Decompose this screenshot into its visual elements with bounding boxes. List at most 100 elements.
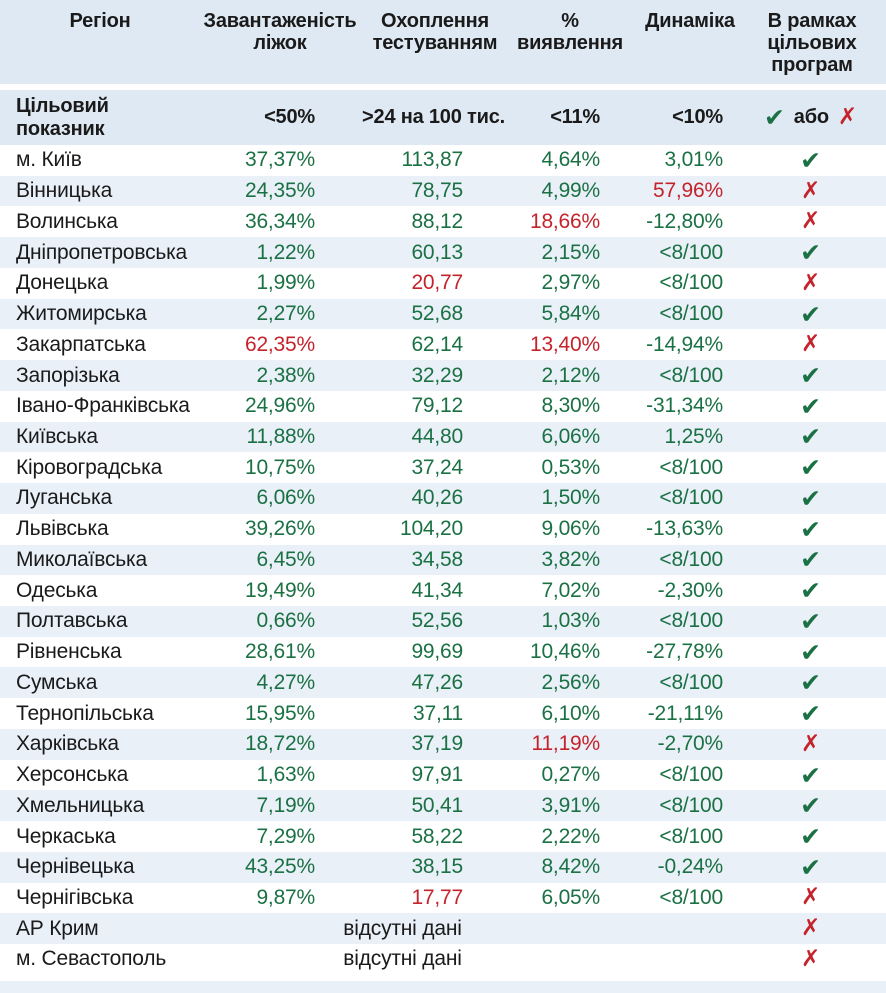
- table-row: Житомирська 2,27% 52,68 5,84% <8/100 ✔: [0, 298, 886, 330]
- detection-value: 2,15%: [541, 240, 600, 264]
- table-row: Хмельницька 7,19% 50,41 3,91% <8/100 ✔: [0, 790, 886, 822]
- region-name: Рівненська: [16, 640, 122, 664]
- status-cell: ✔: [735, 237, 886, 268]
- beds-value: 15,95%: [244, 701, 315, 725]
- beds-value: 9,87%: [256, 885, 315, 909]
- beds-value: 37,37%: [244, 148, 315, 172]
- dynamics-value: <8/100: [659, 363, 723, 387]
- check-icon: ✔: [800, 606, 821, 636]
- table-row: Сумська 4,27% 47,26 2,56% <8/100 ✔: [0, 667, 886, 699]
- beds-value: 11,88%: [246, 424, 316, 448]
- status-cell: ✔: [735, 514, 886, 545]
- beds-value: 7,29%: [256, 824, 315, 848]
- testing-value: 50,41: [411, 793, 463, 817]
- beds-value: 24,96%: [244, 394, 315, 418]
- testing-value: 113,87: [401, 148, 464, 172]
- testing-value: 32,29: [411, 363, 463, 387]
- or-label: або: [793, 106, 829, 128]
- check-icon: ✔: [800, 637, 821, 667]
- region-name: Черкаська: [16, 824, 116, 848]
- column-header-region: Регіон: [69, 10, 131, 32]
- table-row: Івано-Франківська 24,96% 79,12 8,30% -31,34%…: [0, 391, 886, 422]
- testing-value: 62,14: [411, 332, 463, 356]
- beds-value: 36,34%: [244, 209, 315, 233]
- region-name: Херсонська: [16, 763, 129, 787]
- detection-value: 18,66%: [529, 209, 600, 233]
- detection-value: 3,91%: [541, 793, 600, 817]
- table-row: Волинська 36,34% 88,12 18,66% -12,80% ✗: [0, 206, 886, 237]
- region-name: Вінницька: [16, 179, 113, 203]
- beds-value: 1,22%: [256, 240, 315, 264]
- table-row: Луганська 6,06% 40,26 1,50% <8/100 ✔: [0, 483, 886, 514]
- check-icon: ✔: [800, 422, 821, 452]
- status-cell: ✗: [735, 729, 886, 760]
- cross-icon: ✗: [800, 730, 821, 757]
- region-name: Житомирська: [16, 302, 147, 326]
- testing-value: 99,69: [411, 640, 463, 664]
- beds-value: 19,49%: [244, 578, 315, 602]
- cross-icon: ✗: [800, 331, 821, 358]
- status-cell: ✔: [735, 637, 886, 668]
- testing-value: 20,77: [411, 271, 463, 295]
- beds-value: 28,61%: [244, 640, 315, 664]
- dynamics-value: -27,78%: [646, 640, 723, 664]
- dynamics-value: <8/100: [659, 271, 723, 295]
- beds-value: 1,99%: [256, 271, 315, 295]
- dynamics-value: <8/100: [659, 824, 723, 848]
- check-icon: ✔: [800, 699, 821, 729]
- status-cell: ✔: [735, 852, 886, 883]
- region-name: Львівська: [16, 517, 109, 541]
- region-name: Волинська: [16, 209, 118, 233]
- dynamics-value: <8/100: [659, 240, 723, 264]
- testing-value: 44,80: [411, 424, 463, 448]
- dynamics-value: -2,30%: [657, 578, 724, 602]
- dynamics-value: <8/100: [659, 302, 723, 326]
- table-body: м. Київ 37,37% 113,87 4,64% 3,01% ✔ Вінницька 2…: [0, 145, 886, 975]
- testing-value: 52,56: [411, 609, 463, 633]
- detection-value: 1,03%: [541, 609, 600, 633]
- dynamics-value: 57,96%: [652, 179, 723, 203]
- dynamics-value: <8/100: [659, 885, 723, 909]
- beds-value: 0,66%: [256, 609, 315, 633]
- target-testing: >24 на 100 тис.: [362, 106, 505, 128]
- status-cell: ✔: [735, 606, 886, 637]
- beds-value: 2,27%: [256, 302, 315, 326]
- detection-value: 8,42%: [541, 855, 600, 879]
- check-icon: ✔: [800, 668, 821, 698]
- table-row: Херсонська 1,63% 97,91 0,27% <8/100 ✔: [0, 760, 886, 791]
- cross-icon: ✗: [800, 269, 821, 296]
- region-name: Закарпатська: [16, 332, 146, 356]
- check-icon: ✔: [800, 545, 821, 575]
- region-name: Полтавська: [16, 609, 128, 633]
- status-cell: ✗: [735, 329, 886, 360]
- region-name: м. Севастополь: [16, 947, 167, 971]
- detection-value: 7,02%: [541, 578, 600, 602]
- dynamics-value: <8/100: [659, 486, 723, 510]
- table-row: Чернігівська 9,87% 17,77 6,05% <8/100 ✗: [0, 883, 886, 914]
- dynamics-value: -13,63%: [646, 517, 723, 541]
- empty-cell: [610, 913, 735, 944]
- testing-value: 40,26: [411, 486, 463, 510]
- cross-icon: ✗: [837, 104, 857, 130]
- table-row: м. Севастополь відсутні дані ✗: [0, 944, 886, 975]
- testing-value: 78,75: [411, 179, 463, 203]
- check-icon: ✔: [800, 238, 821, 268]
- table-row: Тернопільська 15,95% 37,11 6,10% -21,11% ✔: [0, 698, 886, 729]
- region-name: Івано-Франківська: [16, 394, 190, 418]
- table-row: Дніпропетровська 1,22% 60,13 2,15% <8/100 ✔: [0, 237, 886, 268]
- dynamics-value: -12,80%: [646, 209, 723, 233]
- footer-gap: [0, 974, 886, 981]
- empty-cell: [610, 944, 735, 975]
- table-row: Закарпатська 62,35% 62,14 13,40% -14,94% ✗: [0, 329, 886, 360]
- footer-stripe: [0, 980, 886, 993]
- target-beds: <50%: [264, 106, 315, 128]
- cross-icon: ✗: [800, 945, 821, 972]
- detection-value: 0,27%: [541, 763, 600, 787]
- table-row: Київська 11,88% 44,80 6,06% 1,25% ✔: [0, 421, 886, 453]
- testing-value: 37,24: [411, 455, 463, 479]
- cross-icon: ✗: [800, 915, 821, 942]
- status-cell: ✗: [735, 206, 886, 237]
- column-header-dynamics: Динаміка: [645, 10, 735, 32]
- table-row: АР Крим відсутні дані ✗: [0, 913, 886, 945]
